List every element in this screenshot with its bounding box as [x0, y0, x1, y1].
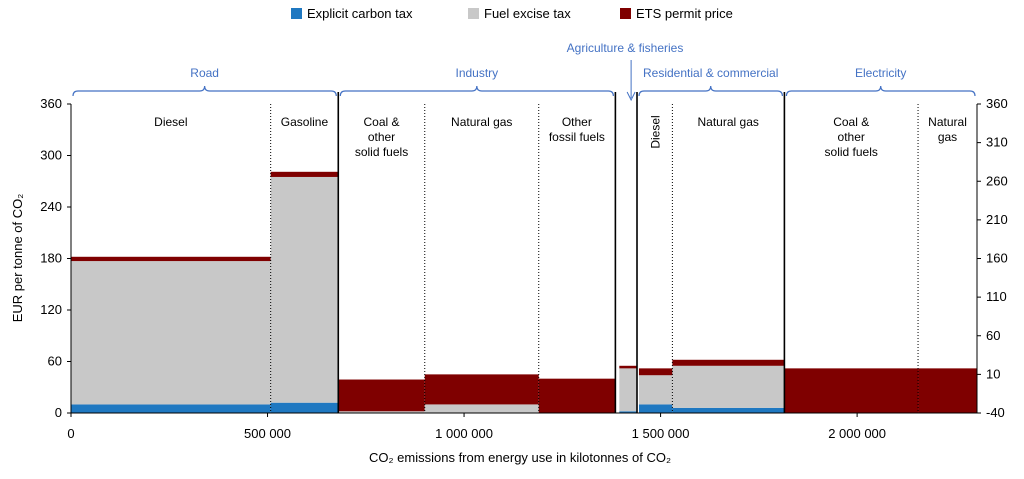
bar-3-ets — [338, 379, 425, 412]
sector-label-residential-commercial: Residential & commercial — [643, 66, 778, 80]
y2-tick-label-1: -40 — [986, 405, 1005, 420]
fuel-label-3: Coal & other solid fuels — [355, 115, 408, 159]
fuel-label-9: Natural gas — [928, 115, 967, 144]
y2-tick-label-2: 10 — [986, 366, 1000, 381]
bar-2-fuel-excise — [270, 176, 339, 403]
fuel-label-6: Diesel — [648, 115, 662, 148]
y2-tick-label-3: 60 — [986, 328, 1000, 343]
sector-arrow-head — [626, 91, 636, 102]
legend-label-fuel-excise: Fuel excise tax — [484, 6, 571, 21]
bar-7-fuel-excise — [638, 375, 673, 405]
legend-swatch-ets — [620, 8, 631, 19]
fuel-label-8: Coal & other solid fuels — [825, 115, 878, 159]
y-tick-label-6: 300 — [40, 148, 62, 163]
sector-label-road: Road — [190, 66, 219, 80]
y2-tick-label-8: 310 — [986, 135, 1008, 150]
bar-7-ets — [638, 368, 673, 376]
bar-1-fuel-excise — [71, 261, 271, 405]
bar-layer — [71, 171, 977, 413]
bar-7-carbon-tax — [638, 404, 673, 413]
bar-4-ets — [424, 374, 539, 405]
sector-bracket-electricity — [785, 85, 976, 97]
sector-brackets: Road Industry Agriculture & fisheries Resid… — [72, 41, 976, 102]
bar-6-fuel-excise — [619, 368, 638, 412]
bar-3-fuel-excise — [338, 411, 425, 413]
legend: Explicit carbon tax Fuel excise tax ETS … — [291, 6, 733, 21]
bar-6-carbon-tax — [619, 411, 638, 413]
y-tick-label-1: 0 — [55, 405, 62, 420]
bar-4-fuel-excise — [424, 404, 539, 413]
bar-9-ets — [784, 368, 919, 413]
y2-tick-label-7: 260 — [986, 173, 1008, 188]
bar-2-ets — [270, 171, 339, 177]
fuel-label-4: Natural gas — [451, 115, 512, 129]
sector-label-electricity: Electricity — [855, 66, 906, 80]
x-tick-label-2: 500 000 — [244, 426, 291, 441]
bar-8-fuel-excise — [672, 365, 785, 408]
sector-bracket-industry — [339, 85, 614, 97]
bar-2-carbon-tax — [270, 402, 339, 413]
legend-label-ets: ETS permit price — [636, 6, 733, 21]
bar-8-ets — [672, 359, 785, 366]
sector-label-agriculture-fisheries: Agriculture & fisheries — [567, 41, 684, 55]
y-axis-title: EUR per tonne of CO₂ — [10, 194, 25, 323]
y-tick-label-7: 360 — [40, 96, 62, 111]
legend-label-carbon-tax: Explicit carbon tax — [307, 6, 413, 21]
fuel-label-7: Natural gas — [698, 115, 759, 129]
y-tick-label-2: 60 — [48, 354, 62, 369]
y2-tick-label-5: 160 — [986, 251, 1008, 266]
x-tick-label-3: 1 000 000 — [435, 426, 493, 441]
x-axis-title: CO₂ emissions from energy use in kiloton… — [369, 450, 671, 465]
y-tick-label-3: 120 — [40, 302, 62, 317]
x-tick-label-1: 0 — [67, 426, 74, 441]
fuel-label-1: Diesel — [154, 115, 187, 129]
sector-bracket-road — [72, 85, 337, 97]
bar-6-ets — [619, 365, 638, 369]
fuel-label-layer: Diesel Gasoline Coal & other solid fuels Natu… — [154, 115, 967, 159]
legend-swatch-carbon-tax — [291, 8, 302, 19]
y-tick-label-5: 240 — [40, 199, 62, 214]
bar-1-carbon-tax — [71, 404, 271, 413]
sector-bracket-residential-commercial — [638, 85, 784, 97]
divider-layer — [270, 92, 919, 413]
y2-tick-label-4: 110 — [986, 289, 1007, 304]
bar-5-ets — [538, 378, 616, 413]
y2-tick-label-9: 360 — [986, 96, 1008, 111]
bar-10-ets — [918, 368, 977, 413]
legend-swatch-fuel-excise — [468, 8, 479, 19]
x-tick-label-5: 2 000 000 — [828, 426, 886, 441]
y-tick-label-4: 180 — [40, 251, 62, 266]
y2-tick-label-6: 210 — [986, 212, 1008, 227]
axis-layer: 0 60 120 180 240 300 360 -40 10 60 110 160 210 260 310… — [40, 96, 1007, 441]
sector-label-industry: Industry — [455, 66, 498, 80]
x-tick-label-4: 1 500 000 — [632, 426, 690, 441]
bar-8-carbon-tax — [672, 407, 785, 413]
bar-1-ets — [71, 256, 271, 262]
fuel-label-2: Gasoline — [281, 115, 329, 129]
fuel-label-5: Other fossil fuels — [549, 115, 605, 144]
